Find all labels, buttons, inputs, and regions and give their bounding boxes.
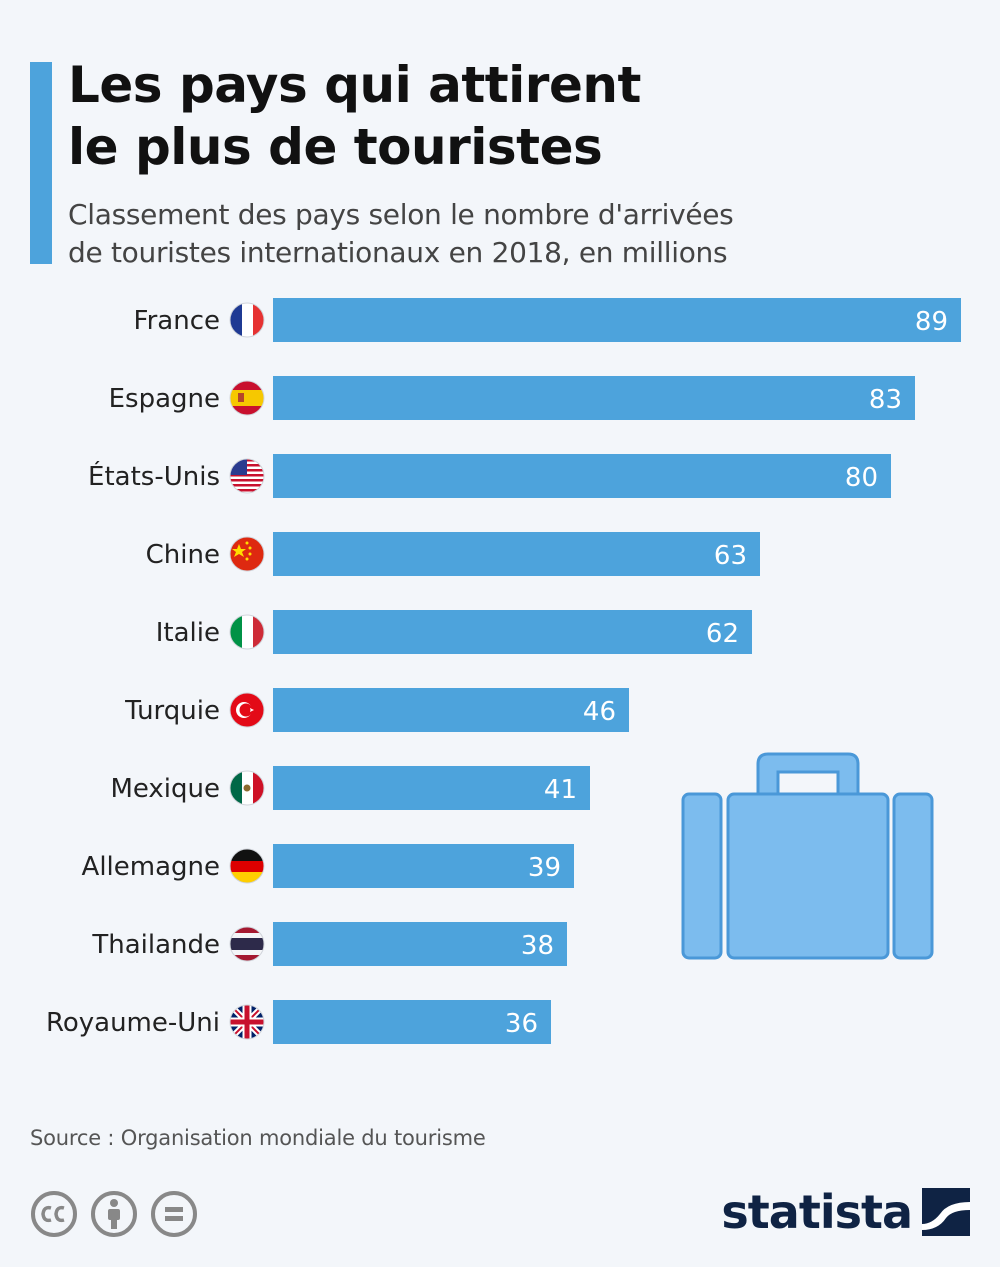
bar-value-label: 62: [706, 619, 739, 649]
bar-espagne: [273, 376, 915, 420]
no-derivatives-icon[interactable]: [150, 1190, 198, 1238]
bar-value-label: 39: [528, 853, 561, 883]
uk-flag-icon: [229, 1004, 265, 1040]
category-label: Turquie: [124, 696, 220, 726]
title-line-2: le plus de touristes: [68, 118, 603, 176]
thailand-flag-icon: [229, 926, 265, 962]
germany-flag-icon: [229, 848, 265, 884]
category-label: Espagne: [109, 384, 220, 414]
category-label: France: [134, 306, 220, 336]
bar-value-label: 41: [544, 775, 577, 805]
china-flag-icon: [229, 536, 265, 572]
bar-value-label: 38: [521, 931, 554, 961]
statista-mark-icon: [922, 1188, 970, 1236]
bar-value-label: 46: [583, 697, 616, 727]
category-label: Mexique: [110, 774, 220, 804]
suitcase-icon: [681, 752, 934, 960]
cc-icon[interactable]: [30, 1190, 78, 1238]
bar-value-label: 63: [714, 541, 747, 571]
france-flag-icon: [229, 302, 265, 338]
page-subtitle: Classement des pays selon le nombre d'ar…: [68, 196, 734, 272]
italy-flag-icon: [229, 614, 265, 650]
bar-mexique: [273, 766, 590, 810]
spain-flag-icon: [229, 380, 265, 416]
category-label: États-Unis: [88, 460, 220, 492]
subtitle-line-1: Classement des pays selon le nombre d'ar…: [68, 198, 734, 231]
title-accent-bar: [30, 62, 52, 264]
category-label: Allemagne: [82, 852, 220, 882]
title-line-1: Les pays qui attirent: [68, 56, 641, 114]
source-note: Source : Organisation mondiale du touris…: [30, 1126, 486, 1150]
category-label: Thailande: [91, 930, 220, 960]
bar-turquie: [273, 688, 629, 732]
brand-wordmark: statista: [721, 1185, 913, 1239]
category-label: Royaume-Uni: [46, 1008, 220, 1038]
bar-value-label: 80: [845, 463, 878, 493]
bar-value-label: 83: [869, 385, 902, 415]
attribution-icon[interactable]: [90, 1190, 138, 1238]
bar-royaume-uni: [273, 1000, 551, 1044]
turkey-flag-icon: [229, 692, 265, 728]
statista-logo[interactable]: statista: [721, 1186, 970, 1238]
mexico-flag-icon: [229, 770, 265, 806]
bar-thailande: [273, 922, 567, 966]
bar-value-label: 36: [505, 1009, 538, 1039]
usa-flag-icon: [229, 458, 265, 494]
category-label: Chine: [146, 540, 220, 570]
bar--tats-unis: [273, 454, 891, 498]
bar-chine: [273, 532, 760, 576]
category-label: Italie: [156, 618, 220, 648]
bar-value-label: 89: [915, 307, 948, 337]
license-icons: [30, 1190, 198, 1238]
bar-france: [273, 298, 961, 342]
subtitle-line-2: de touristes internationaux en 2018, en …: [68, 236, 728, 269]
bar-allemagne: [273, 844, 574, 888]
page-title: Les pays qui attirent le plus de tourist…: [68, 54, 641, 178]
bar-italie: [273, 610, 752, 654]
